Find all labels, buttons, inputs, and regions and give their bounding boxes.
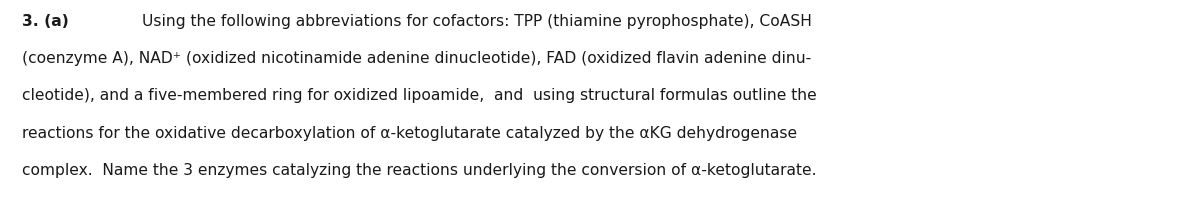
Text: cleotide), and a five-membered ring for oxidized lipoamide,  and  using structur: cleotide), and a five-membered ring for … [22, 88, 816, 103]
Text: Using the following abbreviations for cofactors: TPP (thiamine pyrophosphate), C: Using the following abbreviations for co… [142, 14, 811, 29]
Text: reactions for the oxidative decarboxylation of α-ketoglutarate catalyzed by the : reactions for the oxidative decarboxylat… [22, 125, 797, 140]
Text: complex.  Name the 3 enzymes catalyzing the reactions underlying the conversion : complex. Name the 3 enzymes catalyzing t… [22, 162, 816, 177]
Text: (coenzyme A), NAD⁺ (oxidized nicotinamide adenine dinucleotide), FAD (oxidized f: (coenzyme A), NAD⁺ (oxidized nicotinamid… [22, 51, 811, 66]
Text: 3. (a): 3. (a) [22, 14, 68, 29]
